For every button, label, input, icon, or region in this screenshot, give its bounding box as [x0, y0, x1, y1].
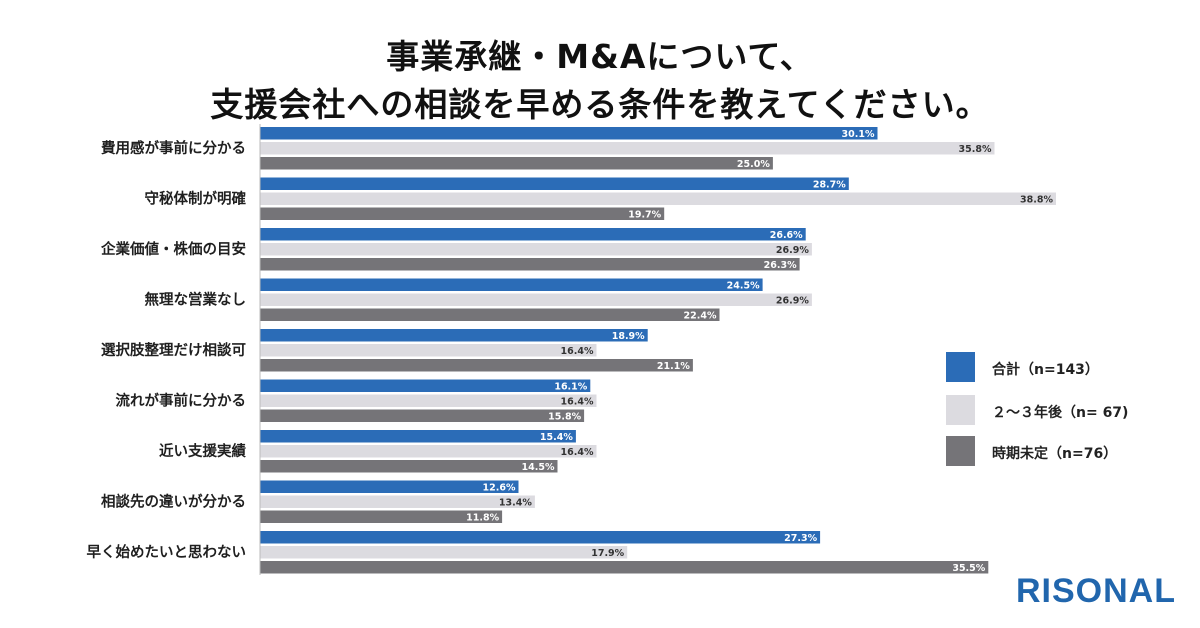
data-label-2-3-years: 17.9% [591, 548, 624, 559]
bar-2-3-years [260, 495, 535, 508]
data-label-total: 15.4% [540, 432, 573, 443]
data-label-total: 30.1% [842, 129, 875, 140]
bar-undecided [260, 561, 989, 574]
legend-label-total: 合計（n=143） [992, 362, 1099, 378]
bar-2-3-years [260, 293, 812, 306]
legend-label-2-3-years: ２～３年後（n= 67) [992, 405, 1129, 421]
bar-2-3-years [260, 394, 597, 407]
bar-undecided [260, 409, 585, 422]
bar-undecided [260, 510, 503, 523]
data-label-undecided: 22.4% [684, 311, 717, 322]
data-label-undecided: 25.0% [737, 159, 770, 170]
bar-2-3-years [260, 192, 1056, 205]
bar-total [260, 228, 806, 241]
risonal-logo: RISONAL [1016, 572, 1176, 610]
data-label-2-3-years: 16.4% [561, 447, 594, 458]
data-label-2-3-years: 26.9% [776, 296, 809, 307]
bar-undecided [260, 258, 800, 271]
bar-2-3-years [260, 445, 597, 458]
category-label: 守秘体制が明確 [145, 190, 247, 208]
data-label-undecided: 14.5% [522, 462, 555, 473]
data-label-2-3-years: 38.8% [1020, 195, 1053, 206]
bar-total [260, 329, 648, 342]
chart-title-line-1: 事業承継・M&Aについて、 [386, 37, 814, 76]
data-label-2-3-years: 35.8% [959, 144, 992, 155]
data-label-total: 26.6% [770, 230, 803, 241]
bar-2-3-years [260, 142, 995, 155]
data-label-2-3-years: 13.4% [499, 498, 532, 509]
bar-total [260, 480, 519, 493]
bar-2-3-years [260, 243, 812, 256]
legend-swatch-2-3-years [946, 395, 975, 425]
data-label-total: 27.3% [784, 533, 817, 544]
bar-total [260, 278, 763, 291]
data-label-total: 24.5% [727, 281, 760, 292]
bar-total [260, 379, 591, 392]
bar-total [260, 177, 849, 190]
data-label-total: 28.7% [813, 180, 846, 191]
category-label: 早く始めたいと思わない [87, 543, 247, 561]
legend-swatch-total [946, 352, 975, 382]
data-label-total: 16.1% [554, 382, 587, 393]
bar-undecided [260, 460, 558, 473]
bar-undecided [260, 308, 720, 321]
data-label-total: 12.6% [483, 483, 516, 494]
category-label: 費用感が事前に分かる [101, 139, 246, 157]
legend-label-undecided: 時期未定（n=76） [992, 446, 1118, 462]
bar-total [260, 430, 576, 443]
bar-2-3-years [260, 546, 628, 559]
category-label: 流れが事前に分かる [116, 392, 247, 410]
legend-swatch-undecided [946, 436, 975, 466]
bar-2-3-years [260, 344, 597, 357]
data-label-2-3-years: 26.9% [776, 245, 809, 256]
data-label-undecided: 11.8% [466, 513, 499, 524]
category-label: 無理な営業なし [145, 291, 247, 309]
bar-total [260, 531, 821, 544]
bar-undecided [260, 207, 665, 220]
category-label: 近い支援実績 [159, 442, 246, 460]
category-label: 選択肢整理だけ相談可 [101, 341, 246, 359]
data-label-undecided: 15.8% [548, 412, 581, 423]
chart-title-line-2: 支援会社への相談を早める条件を教えてください。 [210, 85, 990, 124]
category-label: 相談先の違いが分かる [101, 493, 246, 511]
data-label-undecided: 35.5% [952, 563, 985, 574]
data-label-2-3-years: 16.4% [561, 397, 594, 408]
data-label-undecided: 21.1% [657, 361, 690, 372]
bar-undecided [260, 359, 693, 372]
data-label-2-3-years: 16.4% [561, 346, 594, 357]
bar-undecided [260, 157, 773, 170]
bar-total [260, 127, 878, 140]
data-label-total: 18.9% [612, 331, 645, 342]
data-label-undecided: 19.7% [628, 210, 661, 221]
data-label-undecided: 26.3% [764, 260, 797, 271]
category-label: 企業価値・株価の目安 [100, 240, 246, 258]
